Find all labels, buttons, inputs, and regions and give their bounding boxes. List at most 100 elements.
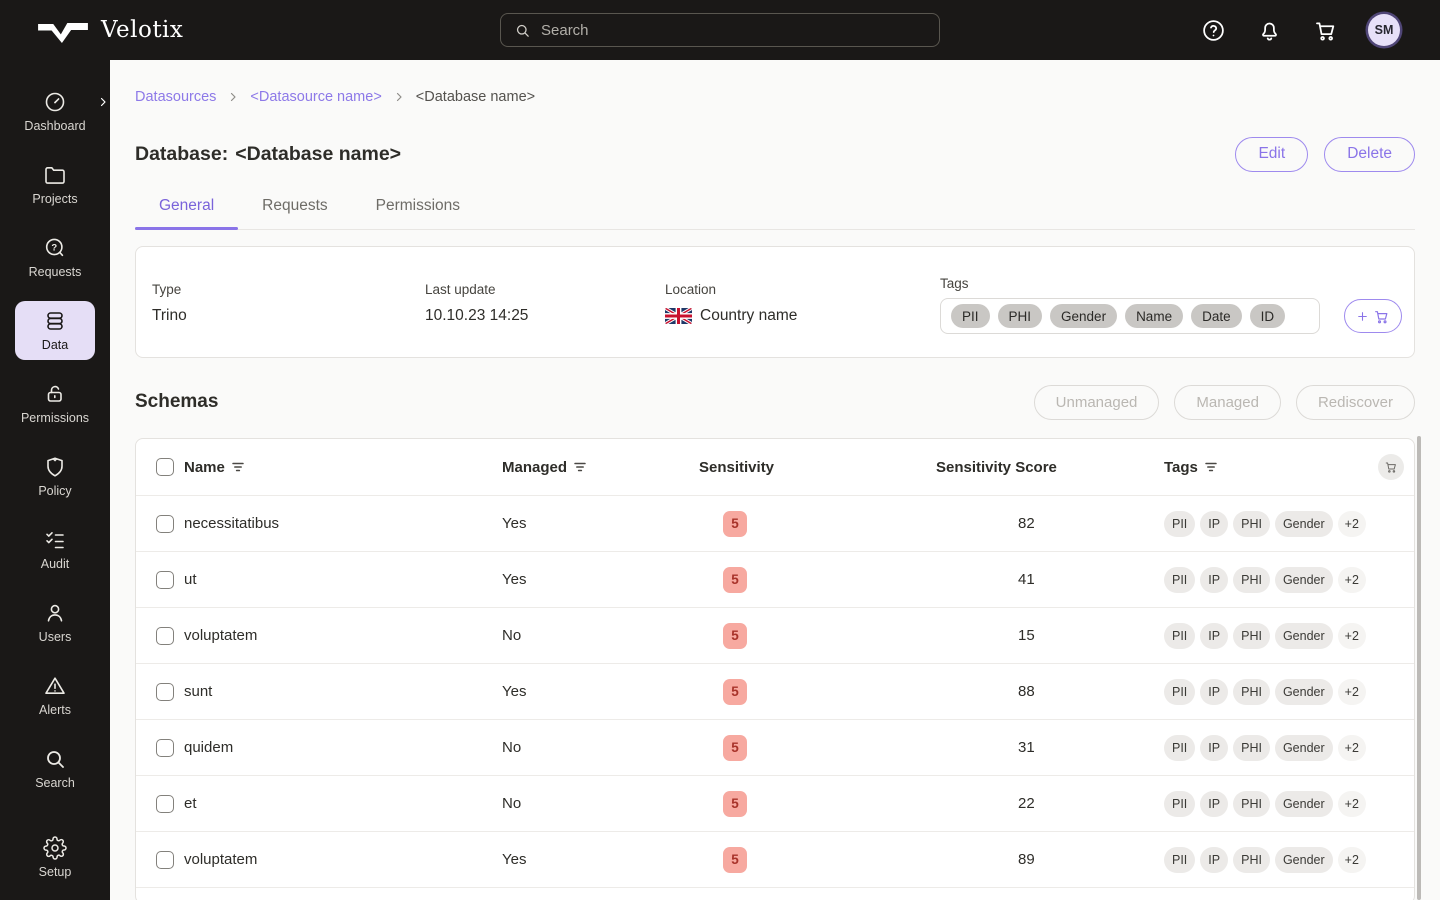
sensitivity-cell: 5 [699,678,936,705]
info-field: Last update 10.10.23 14:25 [425,282,528,325]
sidebar-item[interactable]: Setup [15,828,95,887]
sidebar-item-label: Policy [38,484,72,498]
more-tags-pill: +2 [1337,734,1366,761]
table-row[interactable]: ut Yes 5 41 PII IP PHI Gender +2 [136,551,1414,607]
tags-input[interactable]: PII PHI Gender Name Date ID [940,298,1320,334]
filter-icon[interactable] [574,462,586,472]
schemas-table: Name Managed Sensitivity Sensitivity Sco… [135,438,1415,900]
edit-button[interactable]: Edit [1235,136,1309,172]
table-scrollbar[interactable] [1417,436,1421,900]
tab[interactable]: General [135,183,239,230]
table-row[interactable]: voluptatem No 5 15 PII IP PHI Gender +2 [136,607,1414,663]
sidebar-item-label: Audit [40,557,70,571]
tab[interactable]: Permissions [352,183,484,229]
avatar[interactable]: SM [1368,14,1400,46]
sidebar-item[interactable]: Audit [15,520,95,579]
velotix-logo[interactable]: Velotix [38,17,183,43]
sidebar-item-label: Requests [28,265,82,279]
breadcrumb-item[interactable]: Datasources [135,89,217,105]
info-field-label: Type [152,282,182,297]
filter-icon[interactable] [232,462,244,472]
schema-name: voluptatem [184,851,258,868]
bulk-cart-icon[interactable] [1378,454,1404,480]
tag-pill: PII [1164,510,1196,537]
bell-icon[interactable] [1256,17,1282,43]
schema-managed: Yes [502,571,527,588]
sidebar-item[interactable]: Permissions [15,374,95,433]
sidebar-item[interactable]: Alerts [15,666,95,725]
row-checkbox[interactable] [156,738,174,757]
logo-text: Velotix [101,17,184,43]
schema-name: quidem [184,739,234,756]
row-checkbox[interactable] [156,570,174,589]
global-search[interactable] [500,13,940,47]
tag-pill: Name [1125,304,1184,328]
info-field-value: Country name [665,307,797,325]
select-all-checkbox[interactable] [156,458,174,476]
table-row[interactable]: quidem No 5 31 PII IP PHI Gender +2 [136,719,1414,775]
sidebar-item[interactable]: Data [15,301,95,360]
tab[interactable]: Requests [238,183,351,229]
schemas-action-button[interactable]: Rediscover [1295,384,1415,420]
row-checkbox-cell [156,514,184,533]
row-checkbox-cell [156,850,184,869]
row-checkbox[interactable] [156,850,174,869]
schema-managed: No [502,795,522,812]
sensitivity-cell: 5 [699,510,936,537]
schemas-action-button[interactable]: Managed [1174,384,1281,420]
sensitivity-cell: 5 [699,790,936,817]
row-checkbox[interactable] [156,794,174,813]
add-tag-button[interactable] [1344,299,1402,333]
page-title-prefix: Database: [135,142,229,165]
row-tags: PII IP PHI Gender +2 [1164,510,1374,537]
table-row[interactable]: voluptatem Yes 5 89 PII IP PHI Gender +2 [136,831,1414,887]
tag-pill: PHI [997,304,1043,328]
audit-icon [43,528,67,552]
sidebar-item[interactable]: Search [15,739,95,798]
info-field: Location Country name [665,282,797,325]
row-tags: PII IP PHI Gender +2 [1164,846,1374,873]
tag-pill: PII [951,304,990,328]
table-row[interactable]: et No 5 22 PII IP PHI Gender +2 [136,775,1414,831]
breadcrumb-item[interactable]: <Datasource name> [250,89,382,105]
tabs: General Requests Permissions [135,183,1415,230]
sensitivity-badge: 5 [723,846,747,873]
sensitivity-badge: 5 [723,622,747,649]
sensitivity-score: 41 [1018,571,1035,588]
row-checkbox[interactable] [156,626,174,645]
plus-icon [1356,310,1369,323]
delete-button[interactable]: Delete [1324,136,1415,172]
sensitivity-score: 88 [1018,683,1035,700]
row-tags: PII IP PHI Gender +2 [1164,678,1374,705]
more-tags-pill: +2 [1337,678,1366,705]
filter-icon[interactable] [1205,462,1217,472]
tag-pill: Gender [1050,304,1118,328]
sidebar-item[interactable]: Policy [15,447,95,506]
cart-icon[interactable] [1312,17,1338,43]
partial-row [136,887,1414,900]
row-checkbox[interactable] [156,682,174,701]
table-row[interactable]: sunt Yes 5 88 PII IP PHI Gender +2 [136,663,1414,719]
search-input[interactable] [541,21,926,39]
topbar-actions: SM [1200,0,1400,60]
schemas-action-button[interactable]: Unmanaged [1033,384,1160,420]
help-icon[interactable] [1200,17,1226,43]
row-tags: PII IP PHI Gender +2 [1164,622,1374,649]
table-row[interactable]: necessitatibus Yes 5 82 PII IP PHI Gender +… [136,495,1414,551]
schema-managed: Yes [502,683,527,700]
tag-pill: PII [1164,734,1196,761]
row-checkbox[interactable] [156,514,174,533]
sidebar-item[interactable]: ? Requests [15,228,95,287]
sidebar-item[interactable]: Dashboard [15,82,106,141]
sensitivity-badge: 5 [723,510,747,537]
info-field-value: Trino [152,307,187,324]
tag-pill: Gender [1274,734,1333,761]
more-tags-pill: +2 [1337,790,1366,817]
sidebar-item[interactable]: Projects [15,155,95,214]
page-title: Database: <Database name> [135,143,401,166]
info-field-label: Location [665,282,717,297]
sensitivity-badge: 5 [723,734,747,761]
chevron-right-icon[interactable] [97,96,109,108]
sidebar-item[interactable]: Users [15,593,95,652]
uk-flag-icon [665,308,692,324]
